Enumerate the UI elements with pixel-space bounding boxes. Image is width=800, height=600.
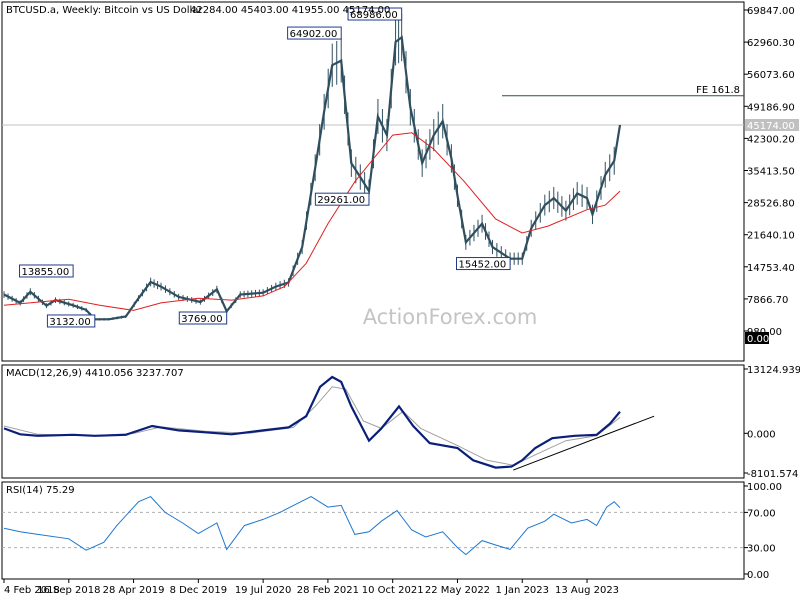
- rsi-line: [3, 496, 621, 556]
- annotation-label: 29261.00: [317, 195, 365, 206]
- price-tick-label: 14753.40: [747, 263, 795, 274]
- fe-level-group: FE 161.8: [502, 85, 744, 97]
- macd-tick-label: 13124.939: [747, 365, 800, 376]
- annotation-label: 68986.00: [350, 10, 398, 21]
- rsi-label: RSI(14) 75.29: [6, 485, 75, 496]
- rsi-tick-label: 0.00: [747, 570, 769, 581]
- price-tick-label: 42300.20: [747, 134, 795, 145]
- x-tick-label: 28 Feb 2021: [297, 585, 359, 596]
- watermark: ActionForex.com: [363, 305, 538, 329]
- current-price-box: [745, 119, 799, 132]
- price-y-axis: 69847.00 62960.30 56073.60 49186.90 42300.20…: [2, 6, 799, 345]
- price-tick-label: 28526.80: [747, 199, 795, 210]
- rsi-y-axis: 100.00 70.00 30.00 0.00: [2, 482, 782, 581]
- price-series: [3, 35, 622, 321]
- annotation-label: 3769.00: [181, 314, 222, 325]
- annotation-group: 13855.00 3132.00 3769.00 64902.00 29261.00 68…: [19, 7, 511, 328]
- annotation-box: [46, 314, 96, 328]
- x-tick-label: 8 Dec 2019: [170, 585, 228, 596]
- annotation-label: 3132.00: [49, 317, 90, 328]
- current-price-label: 45174.00: [747, 121, 795, 132]
- floor-label: 0.00: [747, 334, 769, 345]
- price-tick-label: 21640.10: [747, 231, 795, 242]
- annotation-box: [456, 257, 511, 271]
- fe-level-label: FE 161.8: [696, 85, 740, 96]
- price-series-group: [3, 13, 622, 321]
- x-tick-label: 19 Jul 2020: [235, 585, 292, 596]
- price-tick-label: 35413.50: [747, 167, 795, 178]
- price-tick-label: 49186.90: [747, 102, 795, 113]
- annotation-box: [178, 311, 228, 325]
- annotation-label: 64902.00: [290, 29, 338, 40]
- price-panel-frame: [1, 1, 745, 362]
- x-tick-label: 10 Oct 2021: [362, 585, 424, 596]
- x-tick-label: 4 Feb 2018: [4, 585, 60, 596]
- x-tick-label: 16 Sep 2018: [37, 585, 100, 596]
- annotation-box: [19, 264, 74, 278]
- macd-label: MACD(12,26,9) 4410.056 3237.707: [6, 368, 184, 379]
- ohlc-readout: 42284.00 45403.00 41955.00 45174.00: [190, 5, 390, 16]
- rsi-series-group: [3, 496, 621, 556]
- x-tick-label: 28 Apr 2019: [103, 585, 165, 596]
- macd-panel-frame: [1, 364, 745, 479]
- rsi-tick-label: 70.00: [747, 508, 776, 519]
- rsi-tick-label: 100.00: [747, 482, 782, 493]
- macd-series-group: [3, 375, 655, 471]
- price-tick-label: 7866.70: [747, 295, 788, 306]
- x-tick-label: 13 Aug 2023: [555, 585, 619, 596]
- macd-tick-label: -8101.574: [747, 469, 798, 480]
- macd-signal-line: [3, 386, 621, 466]
- macd-line: [3, 375, 621, 469]
- price-tick-label: 62960.30: [747, 38, 795, 49]
- annotation-box: [347, 7, 403, 21]
- price-tick-label: 69847.00: [747, 6, 795, 17]
- annotation-label: 15452.00: [459, 260, 507, 271]
- floor-label-box: [745, 332, 769, 344]
- annotation-label: 13855.00: [22, 267, 70, 278]
- macd-trendline: [513, 415, 655, 471]
- macd-tick-label: 0.000: [747, 429, 776, 440]
- x-tick-label: 22 May 2022: [425, 585, 490, 596]
- annotation-box: [287, 26, 342, 40]
- macd-y-axis: 13124.939 0.000 -8101.574: [744, 365, 800, 480]
- x-tick-label: 1 Jan 2023: [495, 585, 549, 596]
- annotation-box: [314, 192, 370, 206]
- rsi-panel-frame: [1, 481, 745, 580]
- moving-average-line: [3, 132, 621, 311]
- price-tick-label: 56073.60: [747, 70, 795, 81]
- rsi-tick-label: 30.00: [747, 544, 776, 555]
- chart-title: BTCUSD.a, Weekly: Bitcoin vs US Dollar: [6, 5, 203, 16]
